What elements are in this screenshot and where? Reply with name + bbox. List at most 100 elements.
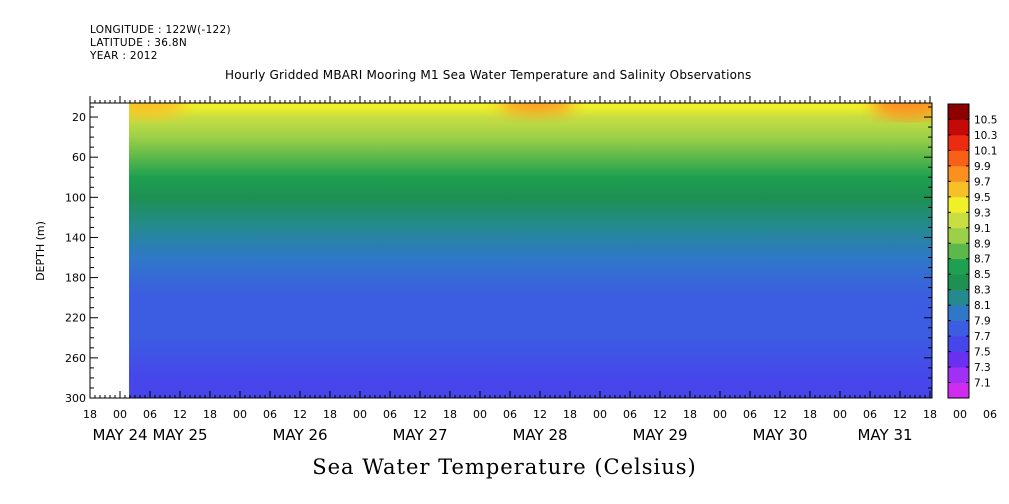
chart-subtitle: Sea Water Temperature (Celsius) <box>312 455 697 479</box>
x-date-label: MAY 26 <box>272 426 327 444</box>
x-hour-tick-label: 06 <box>743 408 757 421</box>
warm-event-1 <box>499 103 575 114</box>
y-tick-label: 300 <box>65 392 86 405</box>
warm-event-0 <box>129 103 185 118</box>
x-hour-tick-label: 12 <box>293 408 307 421</box>
colorbar-swatch <box>948 150 969 167</box>
x-hour-tick-label: 06 <box>143 408 157 421</box>
y-tick-label: 180 <box>65 272 86 285</box>
colorbar-level-label: 10.1 <box>974 145 997 157</box>
longitude-label: LONGITUDE : 122W(-122) <box>90 24 231 36</box>
x-hour-tick-label: 18 <box>203 408 217 421</box>
warm-event-2 <box>871 103 932 120</box>
x-hour-tick-label: 06 <box>983 408 997 421</box>
colorbar-swatch <box>948 274 969 291</box>
x-hour-tick-label: 00 <box>953 408 967 421</box>
x-hour-tick-label: 12 <box>533 408 547 421</box>
colorbar-level-label: 7.1 <box>974 378 991 390</box>
colorbar-swatch <box>948 367 969 383</box>
y-axis-label: DEPTH (m) <box>34 221 47 281</box>
x-hour-tick-label: 18 <box>923 408 937 421</box>
colorbar-level-label: 8.3 <box>974 285 991 297</box>
x-hour-tick-label: 06 <box>503 408 517 421</box>
x-hour-tick-label: 12 <box>413 408 427 421</box>
y-tick-label: 140 <box>65 231 86 244</box>
x-date-label: MAY 25 <box>152 426 207 444</box>
y-tick-label: 60 <box>72 151 86 164</box>
colorbar-swatch <box>948 196 969 213</box>
colorbar-level-label: 8.7 <box>974 254 991 266</box>
x-date-label: MAY 24 <box>92 426 147 444</box>
y-axis: 20 60 100 140 180 220 260 300 <box>65 106 932 405</box>
chart-title: Hourly Gridded MBARI Mooring M1 Sea Wate… <box>225 68 752 82</box>
colorbar-swatch <box>948 165 969 182</box>
latitude-label: LATITUDE : 36.8N <box>90 37 188 49</box>
x-hour-tick-label: 12 <box>893 408 907 421</box>
colorbar-swatch <box>948 320 969 337</box>
x-hour-tick-label: 18 <box>563 408 577 421</box>
colorbar-level-label: 8.9 <box>974 238 991 250</box>
x-hour-tick-label: 00 <box>593 408 607 421</box>
colorbar-swatch <box>948 212 969 229</box>
x-hour-tick-label: 12 <box>773 408 787 421</box>
x-hour-tick-label: 12 <box>173 408 187 421</box>
colorbar-swatch <box>948 351 969 368</box>
colorbar-level-label: 7.3 <box>974 362 991 374</box>
temperature-background <box>129 103 932 398</box>
colorbar-swatch <box>948 305 969 322</box>
colorbar-swatch <box>948 134 969 151</box>
x-hour-tick-label: 12 <box>653 408 667 421</box>
colorbar-level-label: 7.9 <box>974 316 991 328</box>
colorbar-swatch <box>948 382 969 399</box>
colorbar-level-label: 8.5 <box>974 269 991 281</box>
x-hour-tick-label: 00 <box>713 408 727 421</box>
colorbar-swatch <box>948 258 969 275</box>
x-hour-tick-label: 00 <box>233 408 247 421</box>
colorbar-swatch <box>948 336 969 352</box>
colorbar-level-label: 8.1 <box>974 300 991 312</box>
x-date-label: MAY 28 <box>512 426 567 444</box>
x-hour-tick-label: 18 <box>443 408 457 421</box>
x-date-label: MAY 29 <box>632 426 687 444</box>
colorbar-level-label: 10.3 <box>974 130 997 142</box>
x-hour-tick-label: 18 <box>683 408 697 421</box>
temperature-field <box>129 103 932 398</box>
x-hour-tick-label: 00 <box>353 408 367 421</box>
x-hour-tick-label: 06 <box>623 408 637 421</box>
x-hour-tick-label: 00 <box>833 408 847 421</box>
colorbar-level-label: 7.7 <box>974 331 991 343</box>
colorbar-swatch <box>948 227 969 244</box>
year-label: YEAR : 2012 <box>90 50 158 62</box>
x-hour-tick-label: 00 <box>473 408 487 421</box>
y-tick-label: 260 <box>65 352 86 365</box>
y-tick-label: 20 <box>72 111 86 124</box>
colorbar-swatch <box>948 104 969 120</box>
x-hour-tick-label: 18 <box>803 408 817 421</box>
colorbar-swatch <box>948 243 969 260</box>
x-date-label: MAY 31 <box>857 426 912 444</box>
x-date-label: MAY 30 <box>752 426 807 444</box>
plot-frame <box>89 102 933 399</box>
colorbar-level-label: 9.7 <box>974 176 991 188</box>
x-hour-tick-label: 18 <box>323 408 337 421</box>
colorbar-level-label: 9.9 <box>974 161 991 173</box>
colorbar-swatch <box>948 119 969 136</box>
x-hour-tick-label: 00 <box>113 408 127 421</box>
colorbar-level-label: 9.5 <box>974 192 991 204</box>
colorbar-level-label: 10.5 <box>974 114 997 126</box>
colorbar-level-label: 9.1 <box>974 223 991 235</box>
x-hour-tick-label: 06 <box>383 408 397 421</box>
x-axis: 18 00 06 12 18 00 06 12 18 00 06 12 18 00 06 12 18 00 06 12… <box>83 96 997 444</box>
x-date-label: MAY 27 <box>392 426 447 444</box>
x-hour-tick-label: 06 <box>863 408 877 421</box>
y-tick-label: 220 <box>65 312 86 325</box>
x-hour-tick-label: 06 <box>263 408 277 421</box>
colorbar-swatch <box>948 181 969 198</box>
colorbar-legend: 7.1 7.3 7.5 7.7 7.9 8.1 8.3 8.5 8.7 8.9 9.1 9.3 9.5 9… <box>947 103 997 399</box>
colorbar-level-label: 9.3 <box>974 207 991 219</box>
colorbar-swatch <box>948 289 969 306</box>
y-tick-label: 100 <box>65 191 86 204</box>
colorbar-level-label: 7.5 <box>974 347 991 359</box>
x-hour-tick-label: 18 <box>83 408 97 421</box>
